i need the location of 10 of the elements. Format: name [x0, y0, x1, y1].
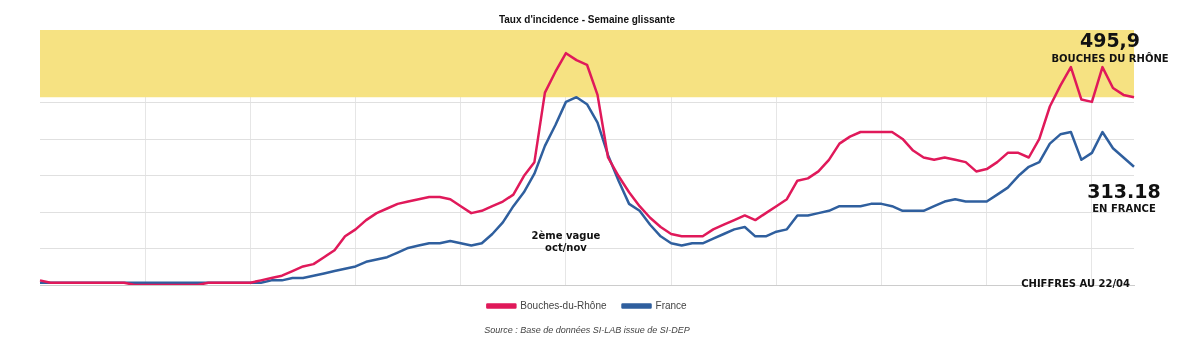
annotation: 2ème vague oct/nov [531, 229, 601, 253]
source-note: Source : Base de données SI-LAB issue de SI-DEP [484, 324, 690, 335]
text: 495,9 [1079, 28, 1141, 51]
annotation: CHIFFRES AU 22/04 [1021, 277, 1131, 289]
annotation: EN FRANCE [1092, 202, 1156, 214]
chart-title: Taux d'incidence - Semaine glissante [498, 13, 676, 25]
annotation: 313.18 [1087, 179, 1161, 202]
legend-label: Bouches-du-Rhône [520, 299, 607, 311]
legend-label: France [655, 299, 688, 311]
annotation: BOUCHES DU RHÔNE [1051, 51, 1169, 64]
